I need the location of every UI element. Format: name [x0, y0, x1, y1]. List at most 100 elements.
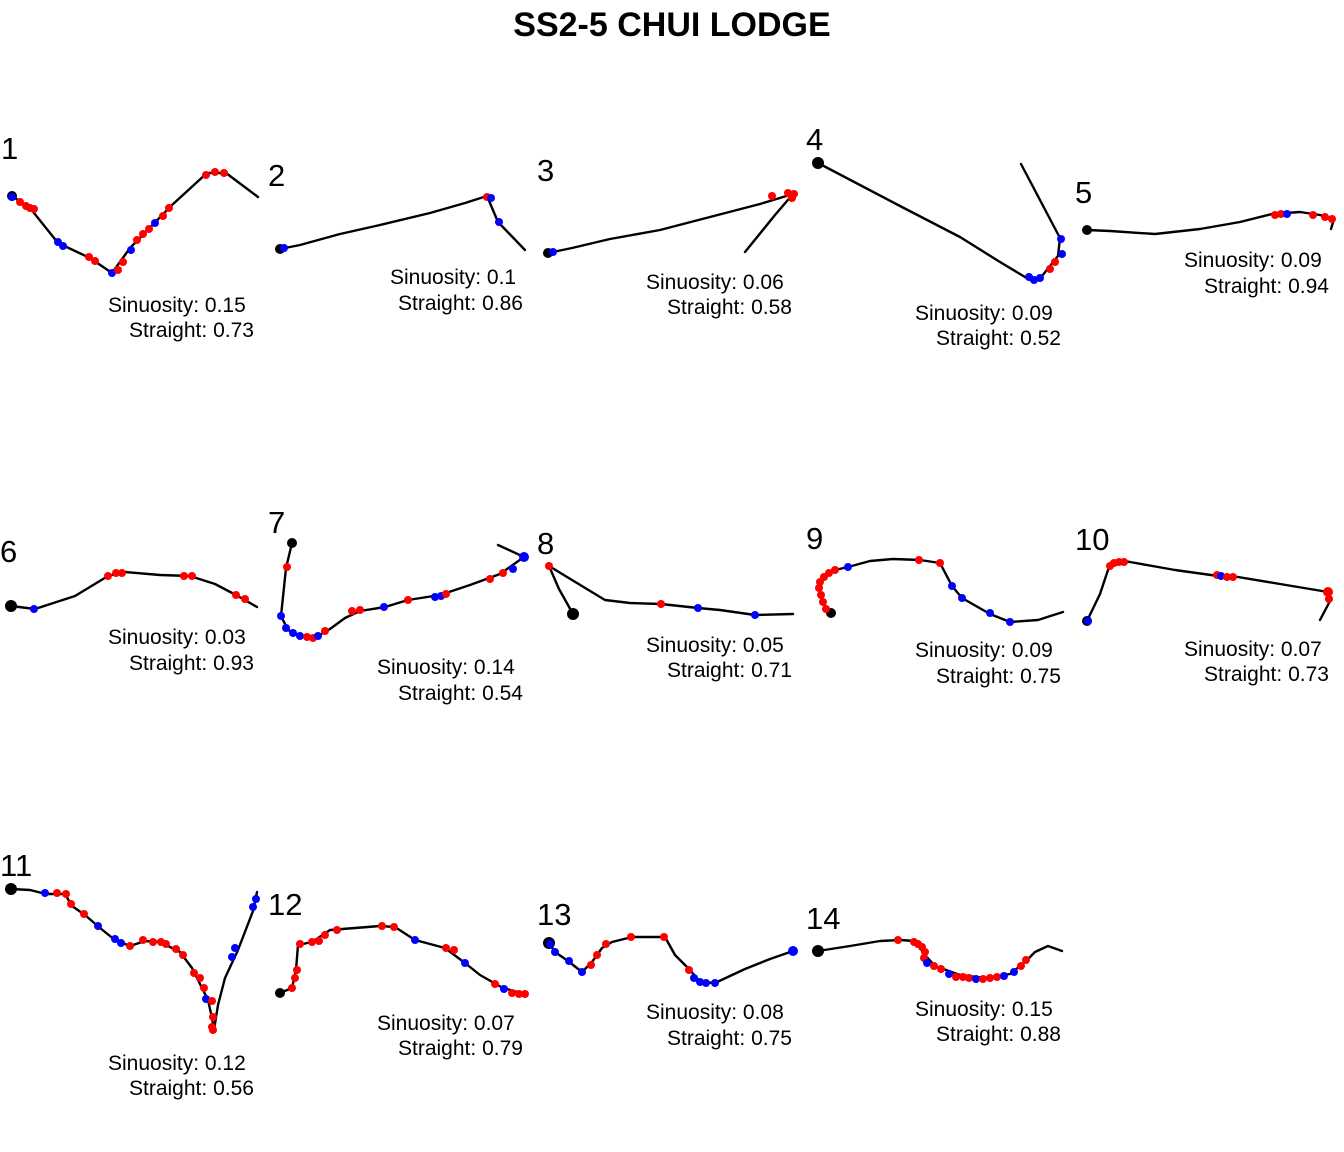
red-point	[321, 627, 329, 635]
red-point	[831, 566, 839, 574]
panel-number: 12	[268, 887, 302, 922]
straight-label: Straight: 0.73	[129, 319, 254, 342]
blue-point	[565, 957, 573, 965]
track-path	[280, 926, 525, 994]
panel-number: 10	[1075, 522, 1109, 557]
red-point	[442, 944, 450, 952]
panel-8: 8 Sinuosity: 0.05 Straight: 0.71	[537, 526, 793, 682]
blue-point	[1036, 274, 1044, 282]
red-point	[930, 962, 938, 970]
sinuosity-label: Sinuosity: 0.14	[377, 656, 515, 679]
blue-point	[314, 632, 322, 640]
blue-point	[487, 194, 495, 202]
track-points	[277, 538, 529, 642]
blue-point	[30, 605, 38, 613]
straight-label: Straight: 0.52	[936, 327, 1061, 350]
red-point	[1325, 595, 1333, 603]
red-point	[209, 1013, 217, 1021]
red-point	[819, 598, 827, 606]
panel-number: 4	[806, 122, 823, 157]
red-point	[348, 607, 356, 615]
red-point	[993, 973, 1001, 981]
red-point	[180, 572, 188, 580]
red-point	[545, 562, 553, 570]
blue-point	[788, 946, 798, 956]
red-point	[104, 572, 112, 580]
red-point	[296, 940, 304, 948]
blue-point	[986, 609, 994, 617]
blue-point	[958, 594, 966, 602]
red-point	[817, 591, 825, 599]
sinuosity-label: Sinuosity: 0.07	[377, 1012, 515, 1035]
red-point	[291, 974, 299, 982]
blue-point	[252, 895, 260, 903]
track-path	[281, 543, 524, 637]
red-point	[283, 563, 291, 571]
red-point	[894, 936, 902, 944]
red-point	[333, 926, 341, 934]
red-point	[965, 974, 973, 982]
red-point	[126, 942, 134, 950]
blue-point	[1010, 968, 1018, 976]
blue-point	[1006, 618, 1014, 626]
panel-number: 3	[537, 153, 554, 188]
red-point	[356, 606, 364, 614]
red-point	[62, 890, 70, 898]
red-point	[165, 204, 173, 212]
red-point	[1051, 258, 1059, 266]
panel-7: 7 Sinuosity: 0.14 Straight: 0.	[268, 505, 529, 705]
blue-point	[1057, 235, 1065, 243]
red-point	[196, 974, 204, 982]
red-point	[1229, 573, 1237, 581]
blue-point	[380, 603, 388, 611]
blue-point	[8, 193, 16, 201]
red-point	[378, 922, 386, 930]
red-point	[788, 194, 796, 202]
blue-point	[551, 948, 559, 956]
red-point	[986, 974, 994, 982]
red-point	[915, 556, 923, 564]
red-point	[211, 168, 219, 176]
blue-point	[231, 944, 239, 952]
blue-point	[289, 629, 297, 637]
red-point	[133, 236, 141, 244]
panel-number: 11	[0, 848, 32, 883]
red-point	[442, 590, 450, 598]
blue-point	[296, 632, 304, 640]
figure-title: SS2-5 CHUI LODGE	[513, 6, 830, 44]
blue-point	[702, 979, 710, 987]
panel-2: 2 Sinuosity: 0.1 Straight: 0.86	[268, 158, 525, 315]
blue-point	[117, 939, 125, 947]
straight-label: Straight: 0.58	[667, 296, 792, 319]
track-path	[11, 889, 257, 1030]
red-point	[159, 212, 167, 220]
red-point	[200, 984, 208, 992]
sinuosity-label: Sinuosity: 0.1	[390, 266, 516, 289]
track-path	[549, 566, 793, 615]
red-point	[822, 605, 830, 613]
start-point	[287, 538, 297, 548]
red-point	[188, 572, 196, 580]
track-points	[815, 556, 1014, 626]
straight-label: Straight: 0.79	[398, 1037, 523, 1060]
red-point	[979, 975, 987, 983]
straight-label: Straight: 0.88	[936, 1023, 1061, 1046]
panel-number: 6	[0, 534, 17, 569]
start-point	[5, 600, 17, 612]
panel-14: 14 Sinuosity: 0.15 Stra	[806, 901, 1062, 1046]
blue-point	[1000, 972, 1008, 980]
blue-point	[249, 903, 257, 911]
red-point	[145, 225, 153, 233]
red-point	[486, 575, 494, 583]
track-path	[1087, 212, 1334, 234]
track-points	[1082, 558, 1333, 626]
red-point	[208, 997, 216, 1005]
start-point	[1082, 225, 1092, 235]
track-path	[549, 937, 793, 983]
panel-number: 13	[537, 897, 571, 932]
blue-point	[923, 959, 931, 967]
blue-point	[277, 612, 285, 620]
start-point	[5, 883, 17, 895]
track-points	[812, 936, 1030, 983]
